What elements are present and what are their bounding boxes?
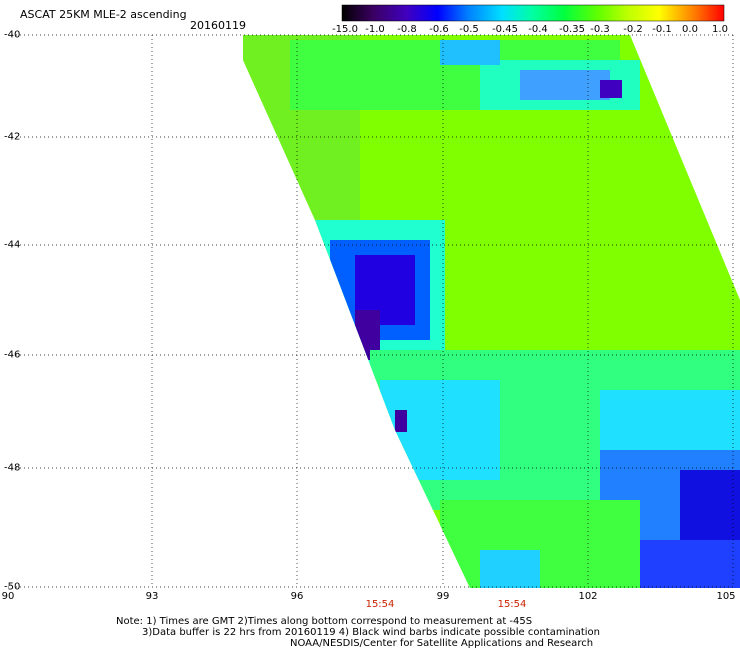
time-label: 15:54 (497, 599, 527, 610)
colorbar-label: -0.45 (492, 24, 518, 35)
colorbar-label: -0.2 (623, 24, 643, 35)
colorbar-label: -0.1 (652, 24, 672, 35)
note-line-3: NOAA/NESDIS/Center for Satellite Applica… (290, 638, 594, 649)
colorbar-label: -0.6 (429, 24, 449, 35)
lat-label: -42 (4, 131, 21, 143)
lat-label: -46 (4, 349, 21, 361)
colorbar-label: -0.5 (459, 24, 479, 35)
colorbar-label: -0.8 (397, 24, 417, 35)
lon-label: 90 (1, 591, 15, 602)
colorbar-label: -0.35 (559, 24, 585, 35)
colorbar (341, 4, 725, 22)
colorbar-label: -1.0 (365, 24, 385, 35)
grid (8, 34, 735, 588)
time-label: 15:54 (365, 599, 395, 610)
lon-label: 93 (145, 591, 159, 602)
note-line-2: 3)Data buffer is 22 hrs from 20160119 4)… (142, 627, 600, 638)
colorbar-label: -15.0 (332, 24, 358, 35)
swath-data (243, 35, 740, 588)
lon-label: 105 (716, 591, 736, 602)
lon-label: 99 (436, 591, 450, 602)
note-line-1: Note: 1) Times are GMT 2)Times along bot… (116, 616, 533, 627)
map-date: 20160119 (190, 19, 246, 32)
lon-label: 96 (290, 591, 304, 602)
map-title: ASCAT 25KM MLE-2 ascending (20, 8, 187, 21)
lat-label: -50 (4, 581, 21, 593)
colorbar-label: -0.3 (590, 24, 610, 35)
lat-label: -48 (4, 462, 21, 474)
colorbar-label: 1.0 (712, 24, 728, 35)
lon-label: 102 (578, 591, 598, 602)
lat-label: -40 (4, 29, 21, 41)
colorbar-label: -0.4 (528, 24, 548, 35)
colorbar-label: 0.0 (682, 24, 698, 35)
lat-label: -44 (4, 239, 21, 251)
